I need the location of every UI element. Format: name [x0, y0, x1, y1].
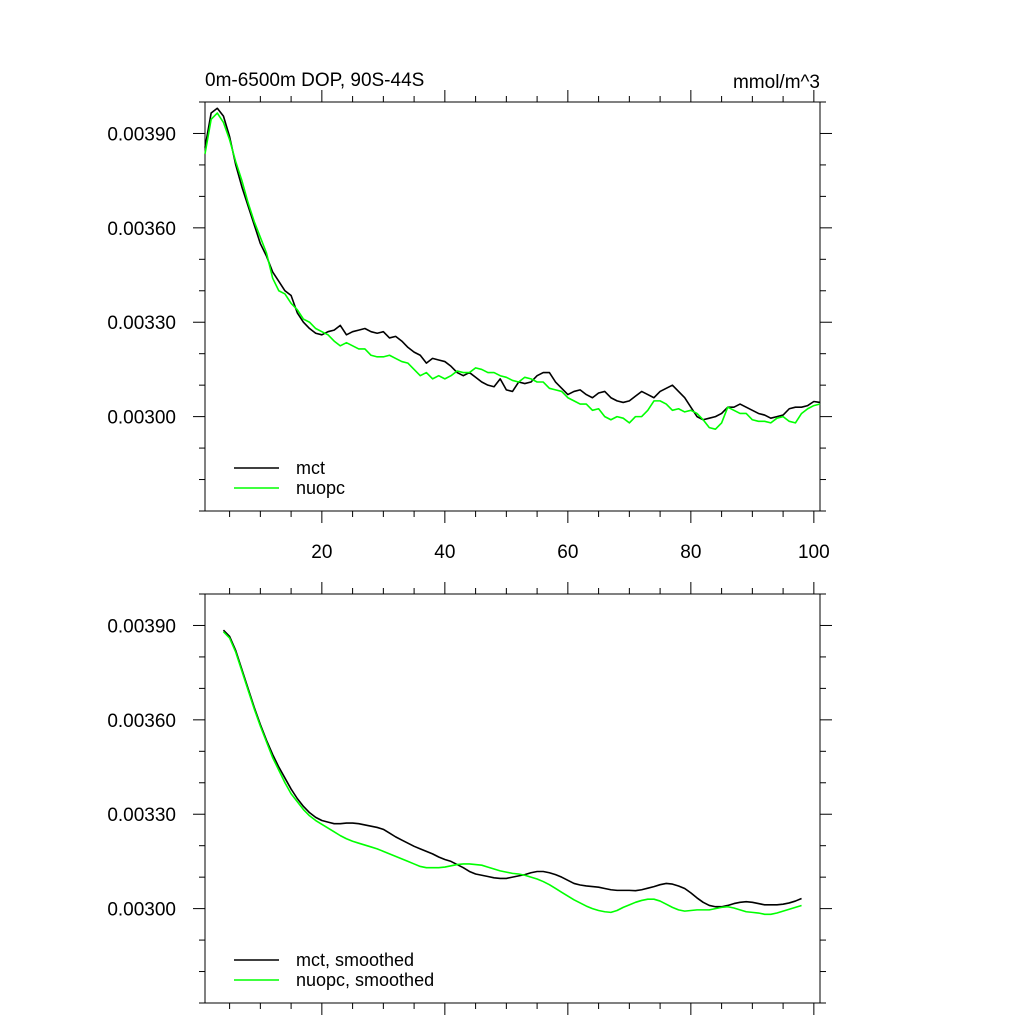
bottom-y-tick-label: 0.00300 — [107, 900, 176, 921]
bottom-series-line-1 — [222, 631, 802, 916]
bottom-y-tick-label: 0.00390 — [107, 616, 176, 637]
bottom-legend-label-0: mct, smoothed — [296, 950, 414, 970]
top-y-tick-label: 0.00390 — [107, 124, 176, 145]
bottom-y-tick-label: 0.00330 — [107, 805, 176, 826]
bottom-panel: 0.00300 0.00330 0.00360 0.00390 mct, smoothe… — [107, 582, 832, 1015]
units-label: mmol/m^3 — [733, 72, 820, 93]
bottom-legend-label-1: nuopc, smoothed — [296, 970, 434, 990]
top-legend-label-0: mct — [296, 458, 325, 478]
top-series-line-0 — [204, 107, 821, 421]
top-series-line-1 — [204, 112, 821, 431]
top-panel: 0.00300 0.00330 0.00360 0.00390 20 40 60 80 100 0… — [107, 70, 832, 563]
top-x-tick-label: 60 — [557, 542, 578, 563]
top-y-tick-label: 0.00330 — [107, 313, 176, 334]
top-x-tick-label: 100 — [798, 542, 830, 563]
top-plot-frame — [204, 101, 821, 512]
top-y-tick-label: 0.00360 — [107, 219, 176, 240]
top-legend-label-1: nuopc — [296, 478, 345, 498]
chart-title: 0m-6500m DOP, 90S-44S — [205, 70, 424, 91]
top-x-tick-label: 40 — [434, 542, 455, 563]
top-y-tick-label: 0.00300 — [107, 408, 176, 429]
top-x-tick-label: 20 — [311, 542, 332, 563]
top-x-tick-label: 80 — [680, 542, 701, 563]
bottom-series-line-0 — [222, 629, 802, 908]
bottom-plot-frame — [204, 593, 821, 1004]
bottom-y-tick-label: 0.00360 — [107, 711, 176, 732]
